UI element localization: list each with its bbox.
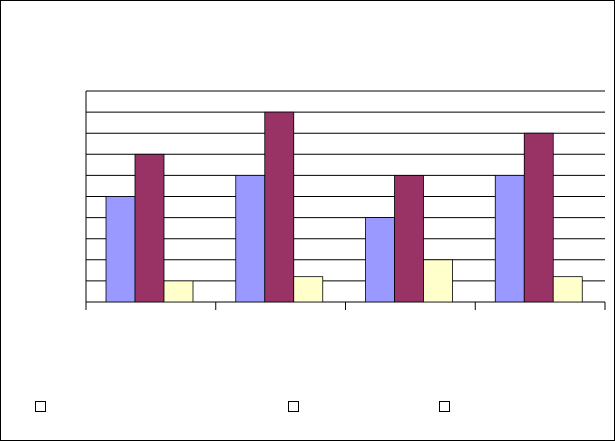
bar-series1-cat1 [105, 196, 136, 303]
bar-series2-cat2 [264, 111, 295, 303]
legend-swatch-1 [35, 401, 46, 412]
legend-swatch-3 [439, 401, 450, 412]
bar-series1-cat3 [365, 217, 395, 303]
legend-swatch-2 [288, 401, 299, 412]
bar-series3-cat3 [423, 259, 453, 303]
bar-series3-cat4 [552, 276, 583, 303]
bar-series3-cat2 [293, 276, 324, 303]
bar-series1-cat4 [494, 174, 525, 303]
bar-series2-cat1 [134, 153, 165, 303]
chart-legend [0, 401, 615, 415]
bar-series2-cat4 [523, 132, 554, 303]
bar-series1-cat2 [235, 174, 266, 303]
bar-series3-cat1 [163, 280, 194, 303]
bar-series2-cat3 [394, 174, 424, 303]
